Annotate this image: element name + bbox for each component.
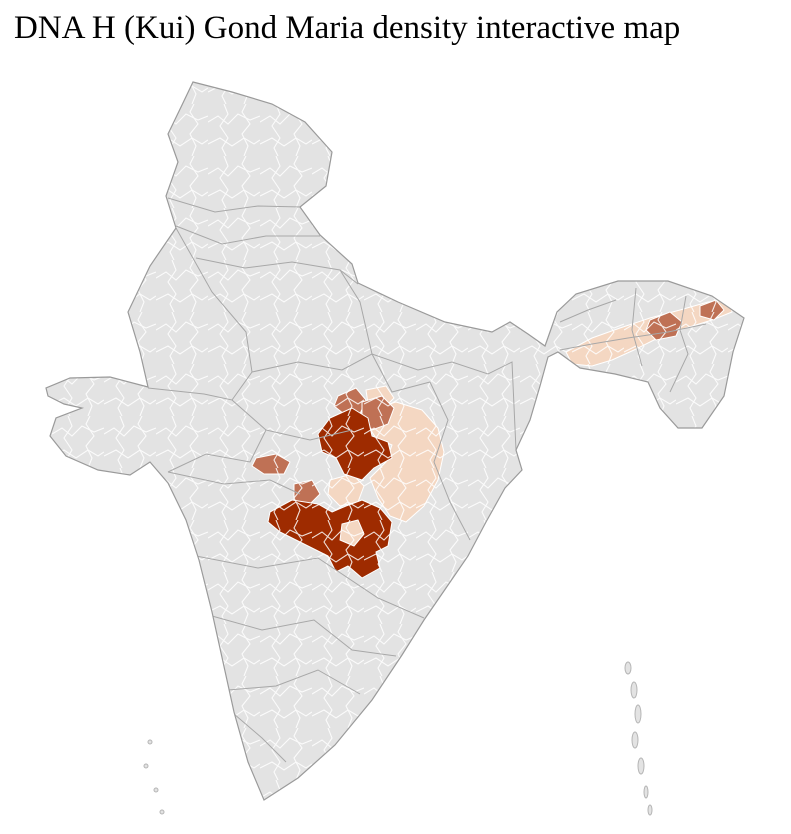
state-borders [147, 197, 707, 763]
district-texture [46, 82, 744, 800]
india-outline [45, 81, 745, 801]
district-metro-gray[interactable] [527, 447, 549, 473]
lakshadweep-islands[interactable] [143, 739, 165, 815]
andaman-islands[interactable] [624, 661, 653, 816]
page-title: DNA H (Kui) Gond Maria density interacti… [14, 10, 681, 46]
